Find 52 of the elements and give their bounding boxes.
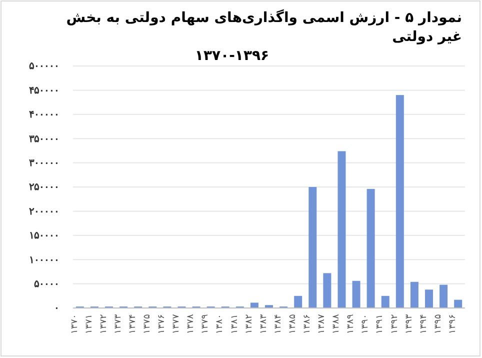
x-tick-label: ۱۳۸۳ [258, 314, 268, 334]
bar [308, 187, 317, 308]
x-tick-label: ۱۳۸۵ [286, 314, 297, 334]
y-tick-label: ۳۰۰۰۰۰ [29, 158, 59, 169]
bar [425, 290, 433, 308]
x-tick-label: ۱۳۹۰ [360, 314, 370, 334]
y-tick-label: ۲۰۰۰۰۰ [29, 206, 59, 218]
bar [250, 302, 258, 308]
x-tick-label: ۱۳۷۴ [126, 314, 137, 334]
x-tick-label: ۱۳۸۰ [214, 314, 224, 334]
bar [381, 296, 390, 308]
x-tick-label: ۱۳۸۹ [345, 314, 356, 334]
x-tick-label: ۱۳۷۹ [200, 314, 210, 334]
x-tick-label: ۱۳۹۱ [374, 314, 384, 334]
bar [454, 300, 462, 308]
x-tick-label: ۱۳۸۷ [316, 314, 326, 334]
bar [294, 296, 302, 308]
x-tick-label: ۱۳۹۳ [403, 314, 414, 334]
x-tick-label: ۱۳۷۰ [68, 314, 79, 334]
x-tick-label: ۱۳۹۲ [388, 314, 399, 334]
x-tick-label: ۱۳۸۶ [301, 314, 312, 334]
x-tick-label: ۱۳۷۶ [156, 314, 166, 334]
bar [440, 284, 448, 308]
bar [338, 151, 346, 308]
bar [366, 188, 375, 308]
x-tick-label: ۱۳۸۴ [272, 314, 282, 334]
x-tick-label: ۱۳۸۱ [228, 314, 239, 334]
y-tick-label: ۵۰۰۰۰۰ [29, 61, 59, 72]
y-tick-label: ۳۵۰۰۰۰ [29, 134, 59, 145]
x-tick-label: ۱۳۸۲ [243, 314, 254, 334]
y-tick-label: ۴۰۰۰۰۰ [29, 110, 59, 121]
y-tick-label: ۱۰۰۰۰۰ [29, 254, 59, 266]
bar [396, 95, 404, 308]
x-tick-label: ۱۳۸۸ [330, 314, 341, 334]
y-tick-label: ۰ [54, 303, 59, 314]
y-tick-label: ۵۰۰۰۰ [34, 279, 59, 290]
x-tick-label: ۱۳۷۱ [83, 314, 94, 334]
x-tick-label: ۱۳۷۵ [141, 314, 152, 334]
bar [323, 273, 332, 308]
x-tick-label: ۱۳۹۵ [432, 314, 442, 334]
x-tick-label: ۱۳۷۸ [185, 314, 196, 334]
x-tick-label: ۱۳۹۴ [418, 314, 428, 334]
chart-title: نمودار ۵ - ارزش اسمی واگذاری‌های سهام دولتی به بخش غیر دولتی ۱۳۷۰-۱۳۹۶ [66, 10, 462, 64]
y-tick-label: ۲۵۰۰۰۰ [29, 182, 59, 194]
x-tick-label: ۱۳۷۲ [98, 314, 108, 334]
x-tick-label: ۱۳۹۶ [446, 314, 457, 334]
y-tick-label: ۴۵۰۰۰۰ [29, 85, 59, 96]
bar [410, 282, 418, 308]
bar [352, 280, 360, 308]
x-tick-label: ۱۳۷۷ [170, 314, 181, 334]
y-tick-label: ۱۵۰۰۰۰ [29, 230, 59, 242]
x-tick-label: ۱۳۷۳ [112, 314, 122, 334]
